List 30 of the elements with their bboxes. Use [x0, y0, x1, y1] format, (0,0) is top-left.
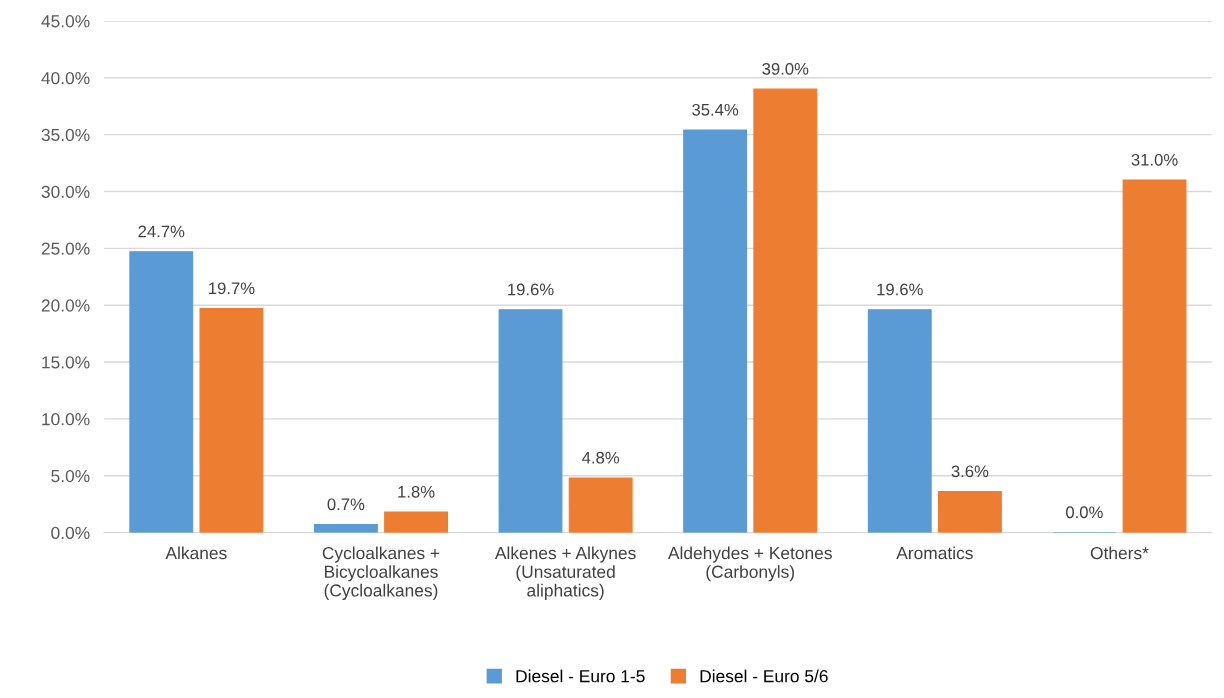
- y-tick-label: 40.0%: [41, 71, 90, 85]
- y-tick-label: 5.0%: [51, 469, 90, 483]
- data-label: 0.0%: [1066, 506, 1103, 519]
- data-label: 4.8%: [582, 451, 620, 464]
- y-tick-label: 15.0%: [42, 356, 90, 369]
- y-tick-label: 30.0%: [41, 185, 90, 198]
- x-tick-label: Aromatics: [896, 546, 973, 560]
- y-tick-label: 35.0%: [41, 128, 90, 142]
- legend-label: Diesel - Euro 1-5: [516, 669, 645, 683]
- data-label: 19.7%: [209, 282, 255, 295]
- y-tick-label: 20.0%: [41, 299, 90, 312]
- data-label: 0.7%: [327, 498, 365, 511]
- data-label: 1.8%: [398, 485, 435, 498]
- data-label: 24.7%: [138, 225, 185, 238]
- x-tick-label: Alkanes: [165, 546, 227, 560]
- legend-label: Diesel - Euro 5/6: [700, 669, 828, 683]
- x-tick-label: Alkenes + Alkynes (Unsaturated aliphatics): [494, 546, 636, 601]
- data-label: 3.6%: [951, 465, 989, 478]
- y-tick-label: 25.0%: [41, 242, 90, 255]
- data-label: 19.6%: [877, 283, 923, 296]
- x-tick-label: Cycloalkanes + Bicycloalkanes (Cycloalkanes): [322, 546, 440, 601]
- data-label: 31.0%: [1131, 153, 1178, 166]
- data-label: 35.4%: [692, 103, 739, 116]
- x-tick-label: Aldehydes + Ketones (Carbonyls): [667, 546, 832, 582]
- data-label: 19.6%: [508, 283, 554, 296]
- data-label: 39.0%: [762, 62, 809, 75]
- x-tick-label: Others*: [1090, 546, 1149, 560]
- y-tick-label: 0.0%: [51, 526, 90, 540]
- y-tick-label: 45.0%: [41, 15, 90, 28]
- y-tick-label: 10.0%: [42, 413, 90, 426]
